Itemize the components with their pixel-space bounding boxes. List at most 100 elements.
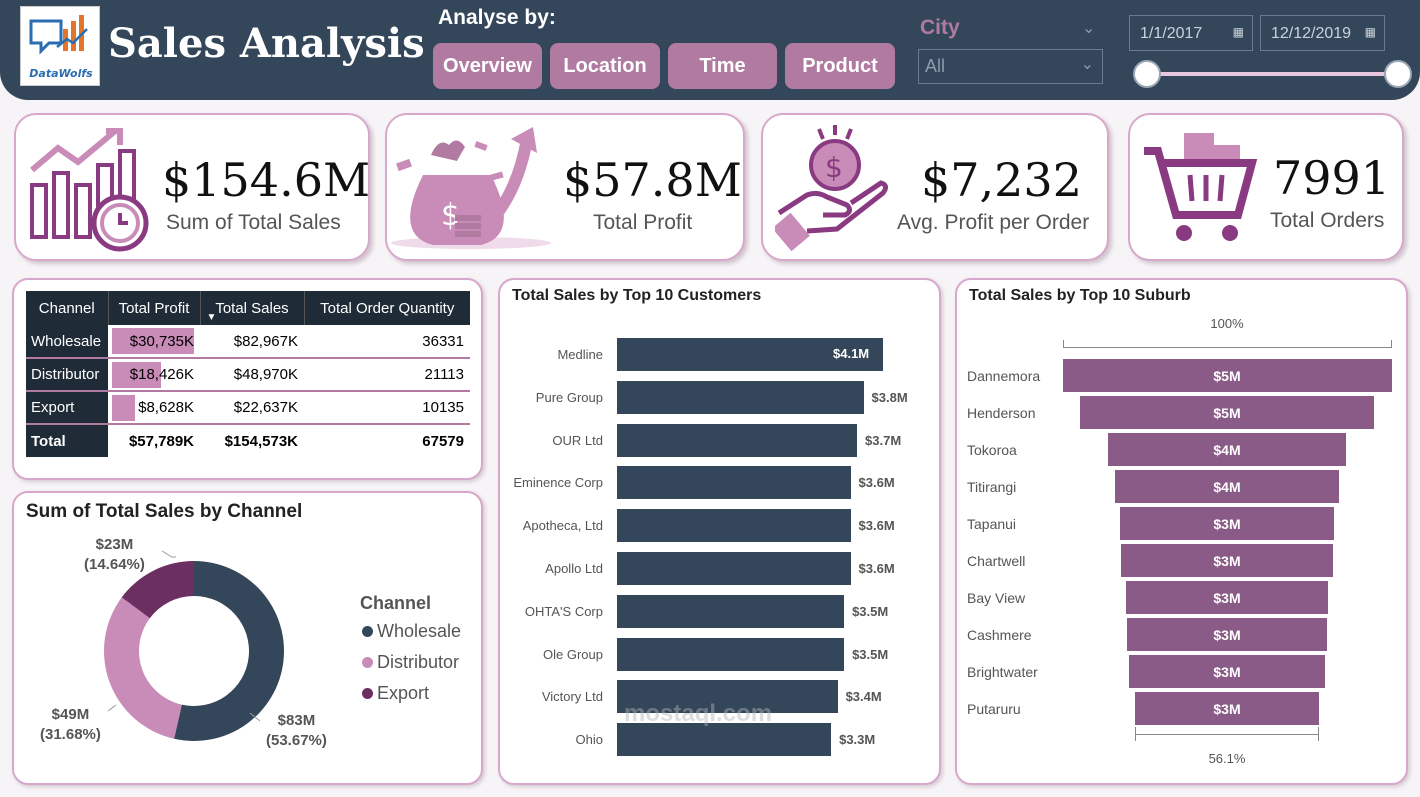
sales-chart-icon bbox=[30, 128, 149, 252]
suburb-funnel-bar[interactable] bbox=[1134, 692, 1320, 725]
chevron-down-icon[interactable]: ⌄ bbox=[1082, 18, 1096, 37]
column-header[interactable]: Total Order Quantity bbox=[304, 291, 470, 325]
funnel-top-bracket bbox=[1062, 340, 1392, 348]
nav-product-button[interactable]: Product bbox=[785, 43, 895, 89]
customer-bar[interactable] bbox=[617, 637, 845, 671]
shopping-cart-icon bbox=[1144, 133, 1258, 241]
bar-value-label: $3.6M bbox=[858, 518, 895, 534]
bar-category-label: Apollo Ltd bbox=[545, 561, 603, 576]
bar-value-label: $3.8M bbox=[871, 389, 908, 405]
legend-item-wholesale[interactable]: Wholesale bbox=[362, 621, 461, 642]
customer-bar[interactable] bbox=[617, 552, 851, 585]
legend-item-distributor[interactable]: Distributor bbox=[362, 652, 459, 673]
customer-bar[interactable] bbox=[617, 723, 832, 757]
suburb-funnel-bar[interactable] bbox=[1119, 507, 1335, 540]
suburb-funnel-bar[interactable] bbox=[1125, 581, 1329, 614]
table-row[interactable]: Export $8,628K $22,637K 10135 bbox=[26, 391, 470, 425]
slider-end-handle[interactable] bbox=[1384, 60, 1412, 88]
date-start-input[interactable]: 1/1/2017 ▦ bbox=[1129, 15, 1253, 51]
funnel-bottom-line bbox=[1134, 734, 1320, 735]
total-qty: 67579 bbox=[422, 432, 464, 450]
profit-data-bar bbox=[112, 395, 135, 421]
donut-value: $83M bbox=[277, 712, 316, 729]
bar-value-label: $3.5M bbox=[852, 603, 889, 619]
funnel-value-label: $4M bbox=[1213, 479, 1241, 495]
channel-cell: Wholesale bbox=[26, 325, 108, 359]
bar-category-label: Ole Group bbox=[543, 646, 603, 662]
logo: DataWolfs bbox=[20, 6, 100, 86]
profit-value: $18,426K bbox=[129, 366, 194, 383]
table-row[interactable]: Wholesale $30,735K $82,967K 36331 bbox=[26, 325, 470, 359]
city-dropdown[interactable]: All ⌄ bbox=[918, 49, 1103, 84]
donut-value: $23M bbox=[95, 536, 134, 553]
sales-cell: $22,637K bbox=[200, 391, 304, 425]
customer-bar[interactable] bbox=[617, 680, 838, 714]
column-header[interactable]: Channel bbox=[26, 291, 109, 325]
donut-label-export: $23M (14.64%) bbox=[84, 535, 145, 575]
funnel-top-percent: 100% bbox=[1210, 316, 1244, 331]
funnel-value-label: $3M bbox=[1213, 590, 1241, 606]
legend-item-export[interactable]: Export bbox=[362, 683, 429, 704]
kpi-card-total-sales: $154.6M Sum of Total Sales bbox=[14, 113, 370, 261]
column-header[interactable]: Total Profit bbox=[108, 291, 201, 325]
customer-bar[interactable] bbox=[617, 380, 864, 414]
donut-label-distributor: $49M (31.68%) bbox=[40, 705, 101, 745]
bar-category-label: Ohio bbox=[575, 732, 603, 748]
legend-title: Channel bbox=[360, 593, 432, 613]
bar-value-label: $4.1M bbox=[833, 346, 870, 361]
legend-label: Distributor bbox=[377, 652, 460, 672]
table-total-row: Total $57,789K $154,573K 67579 bbox=[26, 424, 470, 457]
funnel-category-label: Putaruru bbox=[967, 701, 1021, 717]
customer-bar[interactable] bbox=[617, 423, 858, 457]
top-suburb-panel: Total Sales by Top 10 Suburb 100% Dannemo… bbox=[955, 278, 1408, 785]
suburb-funnel-bar[interactable] bbox=[1079, 396, 1375, 429]
kpi-label: Total Profit bbox=[593, 211, 693, 234]
donut-slice-export[interactable] bbox=[121, 561, 194, 619]
city-filter-label: City bbox=[920, 16, 960, 39]
calendar-icon[interactable]: ▦ bbox=[1232, 25, 1244, 39]
column-header-sorted[interactable]: Total Sales ▼ bbox=[200, 291, 305, 325]
legend-label: Wholesale bbox=[377, 621, 462, 641]
kpi-card-avg-profit: $ $7,232 Avg. Profit per Order bbox=[761, 113, 1109, 261]
profit-data-bar bbox=[112, 328, 194, 354]
funnel-category-label: Tapanui bbox=[967, 516, 1017, 532]
slider-start-handle[interactable] bbox=[1133, 60, 1161, 88]
nav-overview-button[interactable]: Overview bbox=[433, 43, 542, 89]
date-end-input[interactable]: 12/12/2019 ▦ bbox=[1260, 15, 1385, 51]
nav-time-button[interactable]: Time bbox=[668, 43, 777, 89]
suburb-funnel-bar[interactable] bbox=[1120, 544, 1334, 577]
customer-bar[interactable] bbox=[617, 466, 851, 500]
suburb-funnel-bar[interactable] bbox=[1114, 470, 1340, 503]
bar-category-label: Pure Group bbox=[535, 389, 603, 405]
qty-cell: 21113 bbox=[304, 358, 470, 392]
donut-percent: (14.64%) bbox=[84, 556, 145, 573]
total-profit: $57,789K bbox=[128, 432, 194, 450]
calendar-icon[interactable]: ▦ bbox=[1364, 25, 1376, 39]
bar-value-label: $3.5M bbox=[852, 646, 889, 662]
legend-dot bbox=[362, 688, 373, 699]
money-bag-icon: $ bbox=[391, 127, 551, 249]
header-bar: DataWolfs Sales Analysis Analyse by: Ove… bbox=[0, 0, 1420, 100]
funnel-value-label: $3M bbox=[1213, 553, 1241, 569]
qty-cell: 10135 bbox=[304, 391, 470, 425]
suburb-funnel-bar[interactable] bbox=[1126, 618, 1328, 651]
donut-value: $49M bbox=[51, 706, 90, 723]
donut-slice-distributor[interactable] bbox=[103, 597, 182, 739]
suburb-funnel-bar[interactable] bbox=[1108, 433, 1346, 466]
suburb-funnel-bar[interactable] bbox=[1062, 359, 1392, 392]
bar-value-label: $3.3M bbox=[839, 732, 876, 748]
channel-cell: Distributor bbox=[26, 358, 108, 392]
suburb-funnel-bar[interactable] bbox=[1129, 655, 1325, 688]
customer-bar[interactable] bbox=[617, 594, 845, 628]
date-end-value: 12/12/2019 bbox=[1271, 25, 1352, 42]
date-range-slider[interactable] bbox=[1148, 72, 1398, 76]
nav-location-button[interactable]: Location bbox=[550, 43, 660, 89]
bar-category-label: Eminence Corp bbox=[513, 475, 603, 491]
city-dropdown-value: All bbox=[925, 56, 946, 76]
customer-bar[interactable] bbox=[617, 338, 883, 371]
funnel-category-label: Brightwater bbox=[967, 664, 1038, 680]
table-row[interactable]: Distributor $18,426K $48,970K 21113 bbox=[26, 358, 470, 392]
bar-category-label: Medline bbox=[557, 347, 603, 362]
donut-slice-wholesale[interactable] bbox=[174, 561, 284, 741]
customer-bar[interactable] bbox=[617, 509, 851, 543]
